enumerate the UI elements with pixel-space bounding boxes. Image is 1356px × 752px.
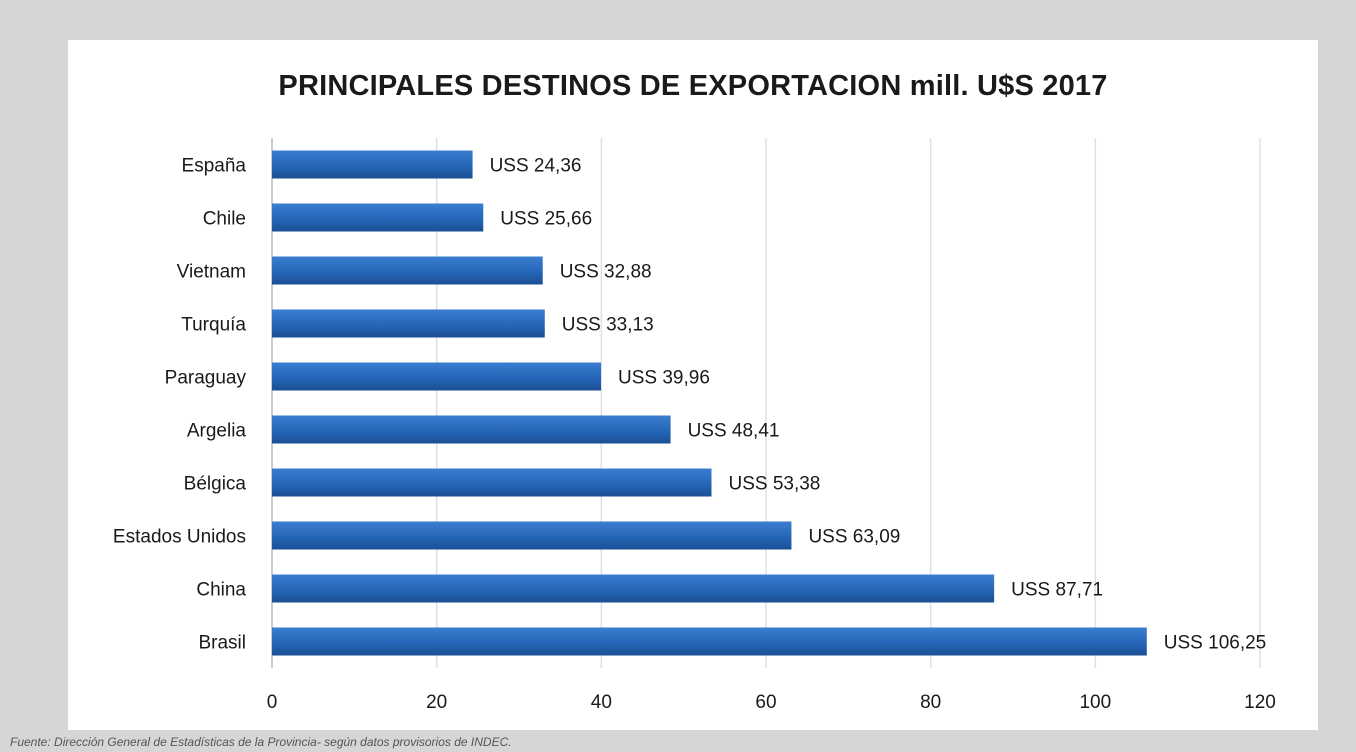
category-label: Bélgica	[184, 474, 247, 495]
data-label: USS 33,13	[562, 315, 654, 336]
data-labels: USS 24,36 USS 25,66 USS 32,88 USS 33,13 USS …	[490, 156, 1267, 654]
data-label: USS 25,66	[500, 209, 592, 230]
data-label: USS 24,36	[490, 156, 582, 177]
category-label: Chile	[203, 209, 246, 230]
data-label: USS 63,09	[808, 527, 900, 548]
x-tick-label: 0	[267, 692, 278, 713]
x-tick-label: 60	[755, 692, 776, 713]
x-tick-label: 20	[426, 692, 447, 713]
chart-panel: PRINCIPALES DESTINOS DE EXPORTACION mill…	[68, 40, 1318, 730]
bar	[272, 521, 792, 550]
x-tick-label: 40	[591, 692, 612, 713]
data-label: USS 106,25	[1164, 633, 1266, 654]
data-label: USS 53,38	[728, 474, 820, 495]
x-tick-label: 80	[920, 692, 941, 713]
x-tick-label: 120	[1244, 692, 1276, 713]
bar	[272, 150, 473, 179]
bar	[272, 309, 545, 338]
category-label: Estados Unidos	[113, 527, 246, 548]
x-tick-label: 100	[1079, 692, 1111, 713]
bar	[272, 203, 484, 232]
data-label: USS 87,71	[1011, 580, 1103, 601]
bars	[272, 150, 1147, 656]
chart-title: PRINCIPALES DESTINOS DE EXPORTACION mill…	[278, 70, 1108, 102]
category-axis: España Chile Vietnam Turquía Paraguay Argelia…	[113, 156, 247, 654]
category-label: Turquía	[181, 315, 246, 336]
category-label: España	[182, 156, 247, 177]
bar	[272, 362, 602, 391]
bar-chart: USS 24,36 USS 25,66 USS 32,88 USS 33,13 USS …	[113, 138, 1276, 713]
category-label: Argelia	[187, 421, 247, 442]
data-label: USS 32,88	[560, 262, 652, 283]
category-label: Paraguay	[165, 368, 247, 389]
category-label: China	[196, 580, 246, 601]
bar	[272, 256, 543, 285]
category-label: Brasil	[198, 633, 246, 654]
category-label: Vietnam	[177, 262, 246, 283]
data-label: USS 39,96	[618, 368, 710, 389]
bar	[272, 574, 995, 603]
bar	[272, 627, 1147, 656]
bar	[272, 415, 671, 444]
value-axis: 0 20 40 60 80 100 120	[267, 692, 1276, 713]
bar	[272, 468, 712, 497]
source-note: Fuente: Dirección General de Estadística…	[10, 735, 512, 749]
data-label: USS 48,41	[688, 421, 780, 442]
